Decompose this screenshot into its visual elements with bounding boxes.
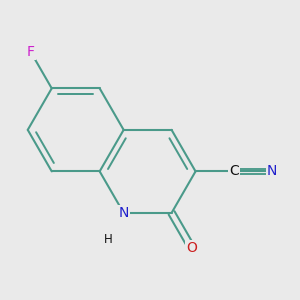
Text: N: N (118, 206, 129, 220)
Text: O: O (187, 241, 197, 255)
Text: H: H (104, 233, 112, 246)
Text: N: N (267, 164, 278, 178)
Text: C: C (229, 164, 239, 178)
Text: F: F (27, 45, 34, 59)
